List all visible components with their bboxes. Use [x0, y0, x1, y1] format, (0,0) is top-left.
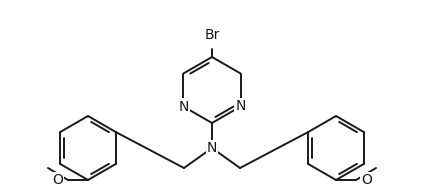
Text: O: O	[52, 173, 63, 187]
Text: Br: Br	[204, 28, 220, 42]
Text: O: O	[361, 173, 372, 187]
Text: N: N	[235, 100, 246, 113]
Text: N: N	[207, 141, 217, 155]
Text: N: N	[178, 100, 189, 113]
